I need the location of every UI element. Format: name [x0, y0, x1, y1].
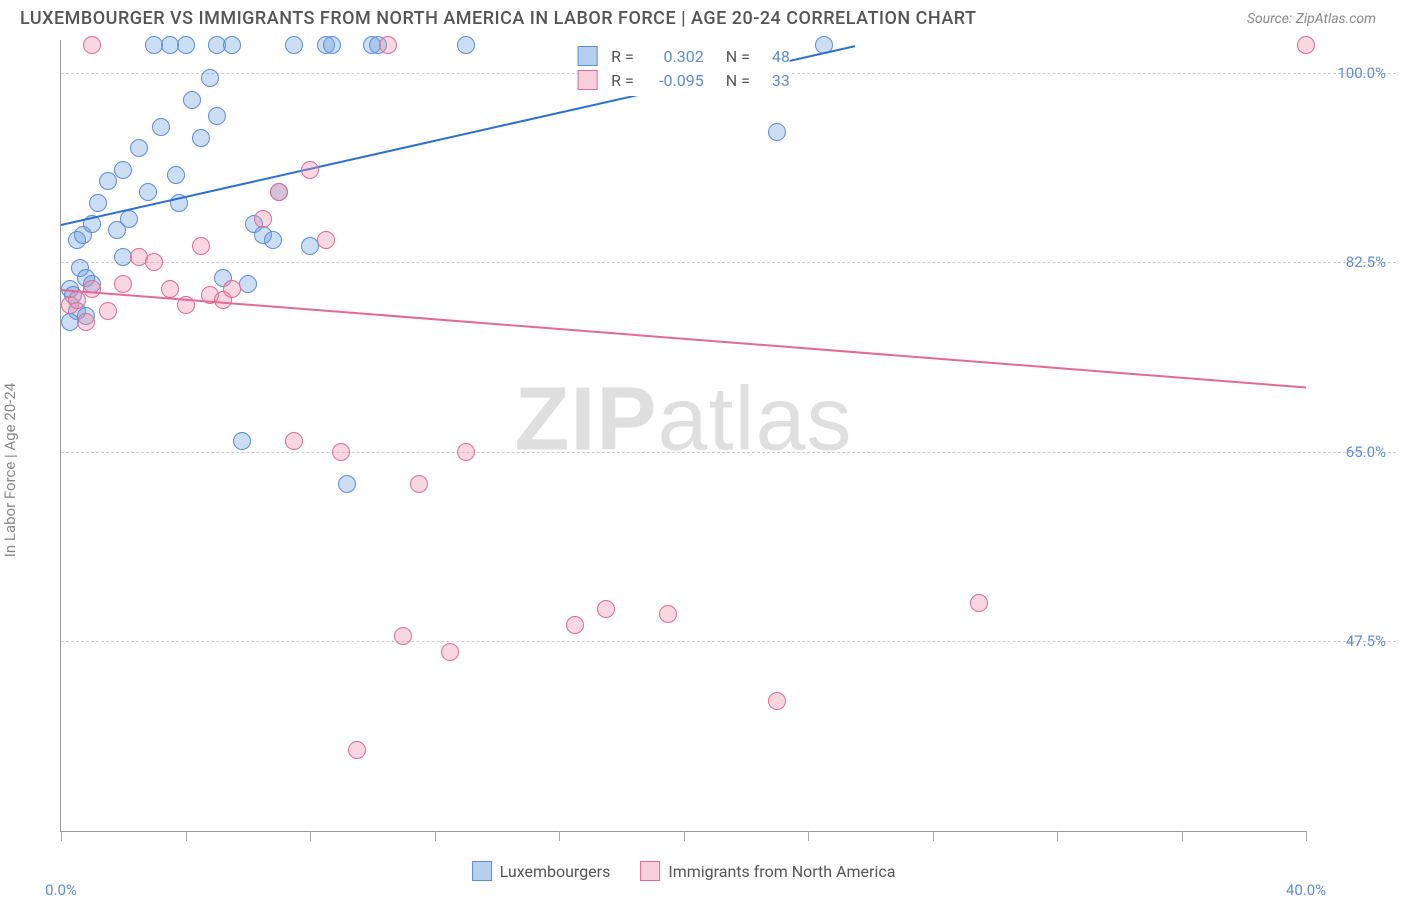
data-point — [597, 600, 615, 618]
data-point — [317, 231, 335, 249]
data-point — [145, 253, 163, 271]
data-point — [410, 475, 428, 493]
data-point — [254, 210, 272, 228]
data-point — [441, 643, 459, 661]
data-point — [270, 183, 288, 201]
gridline-h — [61, 641, 1396, 642]
data-point — [201, 69, 219, 87]
data-point — [223, 36, 241, 54]
data-point — [338, 475, 356, 493]
data-point — [114, 275, 132, 293]
data-point — [301, 161, 319, 179]
data-point — [77, 313, 95, 331]
data-point — [208, 107, 226, 125]
data-point — [768, 123, 786, 141]
data-point — [457, 36, 475, 54]
trend-line — [61, 289, 1306, 389]
data-point — [139, 183, 157, 201]
series-legend: Luxembourgers Immigrants from North Amer… — [472, 861, 896, 881]
r-value-1: 0.302 — [644, 47, 704, 66]
x-tick — [933, 831, 934, 841]
data-point — [83, 36, 101, 54]
r-value-2: -0.095 — [644, 71, 704, 90]
x-tick — [559, 831, 560, 841]
legend-item-2: Immigrants from North America — [640, 861, 895, 881]
chart-title: LUXEMBOURGER VS IMMIGRANTS FROM NORTH AM… — [20, 8, 976, 29]
data-point — [192, 237, 210, 255]
data-point — [223, 280, 241, 298]
data-point — [332, 443, 350, 461]
x-tick — [684, 831, 685, 841]
data-point — [285, 36, 303, 54]
x-tick — [61, 831, 62, 841]
swatch-pink-bottom — [640, 861, 660, 881]
legend-row-series-2: R = -0.095 N = 33 — [577, 68, 790, 92]
data-point — [120, 210, 138, 228]
x-tick — [808, 831, 809, 841]
data-point — [161, 280, 179, 298]
data-point — [457, 443, 475, 461]
data-point — [970, 594, 988, 612]
data-point — [130, 139, 148, 157]
data-point — [1297, 36, 1315, 54]
x-tick — [1057, 831, 1058, 841]
y-tick-label: 47.5% — [1346, 632, 1386, 650]
data-point — [233, 432, 251, 450]
n-value-2: 33 — [760, 71, 790, 90]
x-tick-label-min: 0.0% — [45, 881, 77, 899]
y-axis-label: In Labor Force | Age 20-24 — [1, 383, 19, 557]
data-point — [152, 118, 170, 136]
x-tick — [1306, 831, 1307, 841]
y-tick-label: 100.0% — [1337, 64, 1386, 82]
data-point — [89, 194, 107, 212]
y-tick-label: 65.0% — [1346, 443, 1386, 461]
data-point — [99, 302, 117, 320]
x-tick-label-max: 40.0% — [1286, 881, 1326, 899]
data-point — [167, 166, 185, 184]
data-point — [566, 616, 584, 634]
x-tick — [186, 831, 187, 841]
correlation-legend: R = 0.302 N = 48 R = -0.095 N = 33 — [577, 40, 790, 96]
data-point — [83, 280, 101, 298]
y-tick-label: 82.5% — [1346, 253, 1386, 271]
data-point — [192, 129, 210, 147]
data-point — [68, 291, 86, 309]
data-point — [394, 627, 412, 645]
data-point — [285, 432, 303, 450]
data-point — [348, 741, 366, 759]
gridline-h — [61, 262, 1396, 263]
chart-area: In Labor Force | Age 20-24 ZIPatlas R = … — [20, 40, 1396, 882]
data-point — [659, 605, 677, 623]
x-tick — [1182, 831, 1183, 841]
swatch-pink — [577, 70, 597, 90]
data-point — [99, 172, 117, 190]
data-point — [183, 91, 201, 109]
legend-item-1: Luxembourgers — [472, 861, 611, 881]
swatch-blue — [577, 46, 597, 66]
data-point — [768, 692, 786, 710]
data-point — [239, 275, 257, 293]
data-point — [114, 161, 132, 179]
source-label: Source: ZipAtlas.com — [1247, 11, 1376, 27]
x-tick — [310, 831, 311, 841]
data-point — [379, 36, 397, 54]
data-point — [323, 36, 341, 54]
data-point — [264, 231, 282, 249]
swatch-blue-bottom — [472, 861, 492, 881]
legend-row-series-1: R = 0.302 N = 48 — [577, 44, 790, 68]
gridline-h — [61, 452, 1396, 453]
data-point — [177, 36, 195, 54]
n-value-1: 48 — [760, 47, 790, 66]
watermark: ZIPatlas — [514, 368, 852, 471]
plot-region: ZIPatlas R = 0.302 N = 48 R = -0.095 N =… — [60, 40, 1306, 832]
x-tick — [435, 831, 436, 841]
